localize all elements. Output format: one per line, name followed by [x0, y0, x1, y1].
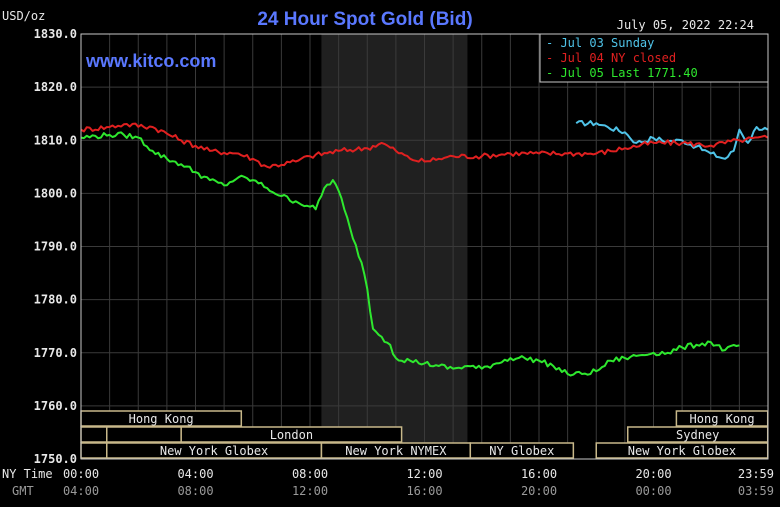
- legend-item-jul05: - Jul 05 Last 1771.40: [546, 66, 698, 80]
- x-tick-label-gmt: 20:00: [521, 484, 557, 498]
- x-tick-label-ny: 20:00: [635, 467, 671, 481]
- y-tick-label: 1790.0: [34, 240, 77, 254]
- x-tick-label-ny: 23:59: [738, 467, 774, 481]
- y-tick-label: 1810.0: [34, 133, 77, 147]
- session-bar-label: New York Globex: [628, 444, 736, 458]
- y-tick-label: 1760.0: [34, 399, 77, 413]
- session-bar-box: [80, 442, 108, 459]
- session-bar-box: [106, 426, 182, 443]
- x-tick-label-gmt: 08:00: [177, 484, 213, 498]
- session-bar: London: [180, 426, 403, 443]
- session-bar: [80, 442, 108, 459]
- x-axis-ticks: 00:00 04:00 08:00 12:00 16:00 20:00 23:59 04:00…: [63, 467, 774, 498]
- gmt-label: GMT: [12, 484, 34, 498]
- session-bar-label: London: [270, 428, 313, 442]
- x-tick-label-gmt: 00:00: [635, 484, 671, 498]
- series-lines: [80, 120, 769, 377]
- session-bar-box: [469, 442, 575, 459]
- date-stamp: July 05, 2022 22:24: [617, 18, 754, 32]
- session-bar: [80, 426, 108, 443]
- x-tick-label-ny: 16:00: [521, 467, 557, 481]
- x-tick-label-ny: 04:00: [177, 467, 213, 481]
- x-tick-label-gmt: 16:00: [406, 484, 442, 498]
- session-bar-label: Hong Kong: [129, 412, 194, 426]
- legend: - Jul 03 Sunday - Jul 04 NY closed - Jul…: [539, 33, 769, 83]
- session-bar-box: [180, 426, 403, 443]
- y-tick-label: 1800.0: [34, 186, 77, 200]
- x-tick-label-ny: 08:00: [292, 467, 328, 481]
- y-axis-label: USD/oz: [2, 9, 45, 23]
- plot-frame: [80, 33, 769, 460]
- session-bar-label: New York Globex: [160, 444, 268, 458]
- series-line-2: [80, 131, 740, 377]
- x-tick-label-gmt: 12:00: [292, 484, 328, 498]
- y-tick-label: 1830.0: [34, 27, 77, 41]
- grid: [81, 34, 768, 459]
- legend-box: [539, 33, 769, 83]
- series-line-1: [80, 122, 769, 169]
- session-bar-label: Hong Kong: [690, 412, 755, 426]
- chart-title: 24 Hour Spot Gold (Bid): [257, 9, 472, 30]
- kitco-watermark[interactable]: www.kitco.com: [85, 51, 216, 71]
- session-bar: NY Globex: [469, 442, 575, 459]
- session-bar: Hong Kong: [80, 410, 243, 427]
- y-tick-label: 1770.0: [34, 346, 77, 360]
- session-bar: New York Globex: [595, 442, 769, 459]
- legend-item-jul03: - Jul 03 Sunday: [546, 36, 654, 50]
- y-axis-ticks: 1830.0 1820.0 1810.0 1800.0 1790.0 1780.0 1770…: [34, 27, 77, 466]
- y-tick-label: 1750.0: [34, 452, 77, 466]
- x-tick-label-ny: 00:00: [63, 467, 99, 481]
- y-tick-label: 1780.0: [34, 293, 77, 307]
- legend-item-jul04: - Jul 04 NY closed: [546, 51, 676, 65]
- session-bar: [106, 426, 182, 443]
- session-bar-label: New York NYMEX: [345, 444, 447, 458]
- session-bar: Sydney: [626, 426, 769, 443]
- x-tick-label-ny: 12:00: [406, 467, 442, 481]
- session-bar: New York Globex: [106, 442, 323, 459]
- ny-time-label: NY Time: [2, 467, 53, 481]
- session-bar-box: [80, 426, 108, 443]
- x-tick-label-gmt: 03:59: [738, 484, 774, 498]
- session-bar: New York NYMEX: [320, 442, 472, 459]
- y-tick-label: 1820.0: [34, 80, 77, 94]
- x-tick-label-gmt: 04:00: [63, 484, 99, 498]
- session-bar: Hong Kong: [675, 410, 769, 427]
- session-bar-label: NY Globex: [489, 444, 554, 458]
- session-bar-label: Sydney: [676, 428, 719, 442]
